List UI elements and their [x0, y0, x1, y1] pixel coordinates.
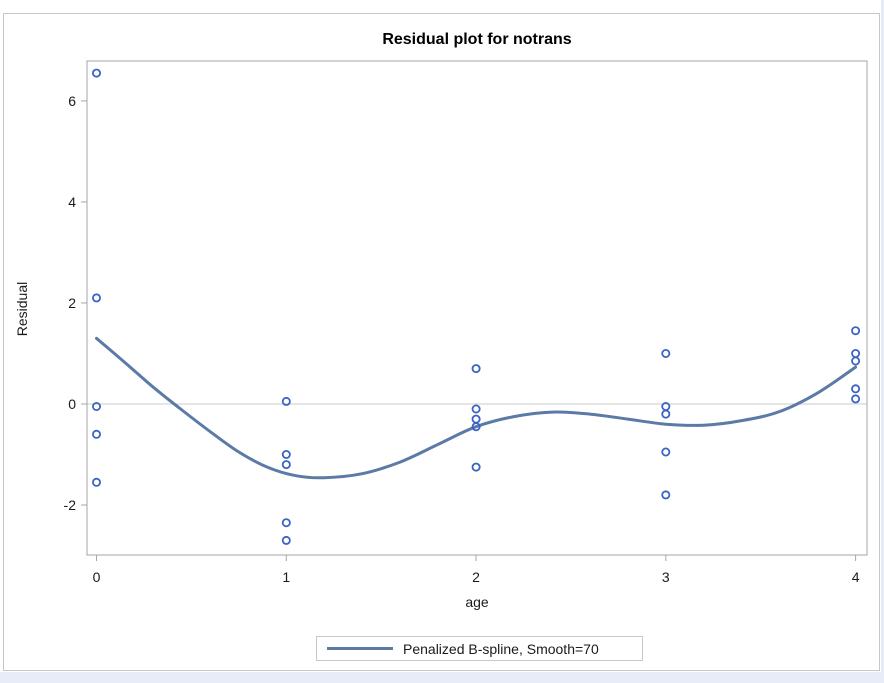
legend-line-swatch: [327, 647, 393, 650]
data-point-marker: [281, 535, 291, 545]
data-point-marker: [92, 429, 102, 439]
x-tick-label: 4: [852, 569, 860, 585]
data-point-marker: [92, 477, 102, 487]
y-tick-label: 0: [68, 396, 76, 412]
data-point-marker: [92, 401, 102, 411]
y-tick-label: 6: [68, 93, 76, 109]
data-point-marker: [281, 449, 291, 459]
data-point-marker: [471, 404, 481, 414]
residual-plot-frame: [3, 13, 880, 671]
data-point-marker: [661, 409, 671, 419]
y-tick-label: 2: [68, 295, 76, 311]
data-point-marker: [851, 394, 861, 404]
data-point-marker: [851, 384, 861, 394]
data-point-marker: [661, 490, 671, 500]
data-point-marker: [471, 462, 481, 472]
plot-wall-border: [86, 60, 868, 556]
chart-title: Residual plot for notrans: [382, 31, 572, 48]
y-tick-label: 4: [68, 194, 76, 210]
data-point-marker: [851, 348, 861, 358]
data-point-marker: [281, 460, 291, 470]
fit-line: [95, 336, 858, 480]
x-axis-ticks: 0 1 2 3 4: [93, 555, 860, 585]
x-axis-title: age: [465, 594, 489, 610]
x-tick-label: 2: [472, 569, 480, 585]
scatter-points: [92, 68, 861, 545]
data-point-marker: [471, 422, 481, 432]
page-background-strip-right: [881, 0, 884, 683]
x-tick-label: 0: [93, 569, 101, 585]
y-axis-ticks: -2 0 2 4 6: [64, 93, 87, 513]
legend-entry-label: Penalized B-spline, Smooth=70: [403, 640, 599, 657]
y-axis-title: Residual: [14, 281, 30, 337]
data-point-marker: [661, 447, 671, 457]
legend: Penalized B-spline, Smooth=70: [316, 636, 643, 661]
x-tick-label: 1: [282, 569, 290, 585]
data-point-marker: [281, 518, 291, 528]
data-point-marker: [471, 364, 481, 374]
x-tick-label: 3: [662, 569, 670, 585]
data-point-marker: [661, 348, 671, 358]
page-background-strip-bottom: [0, 672, 884, 683]
data-point-marker: [471, 414, 481, 424]
data-point-marker: [92, 293, 102, 303]
y-tick-label: -2: [64, 497, 77, 513]
data-point-marker: [851, 356, 861, 366]
data-point-marker: [92, 68, 102, 78]
data-point-marker: [851, 326, 861, 336]
data-point-marker: [281, 396, 291, 406]
